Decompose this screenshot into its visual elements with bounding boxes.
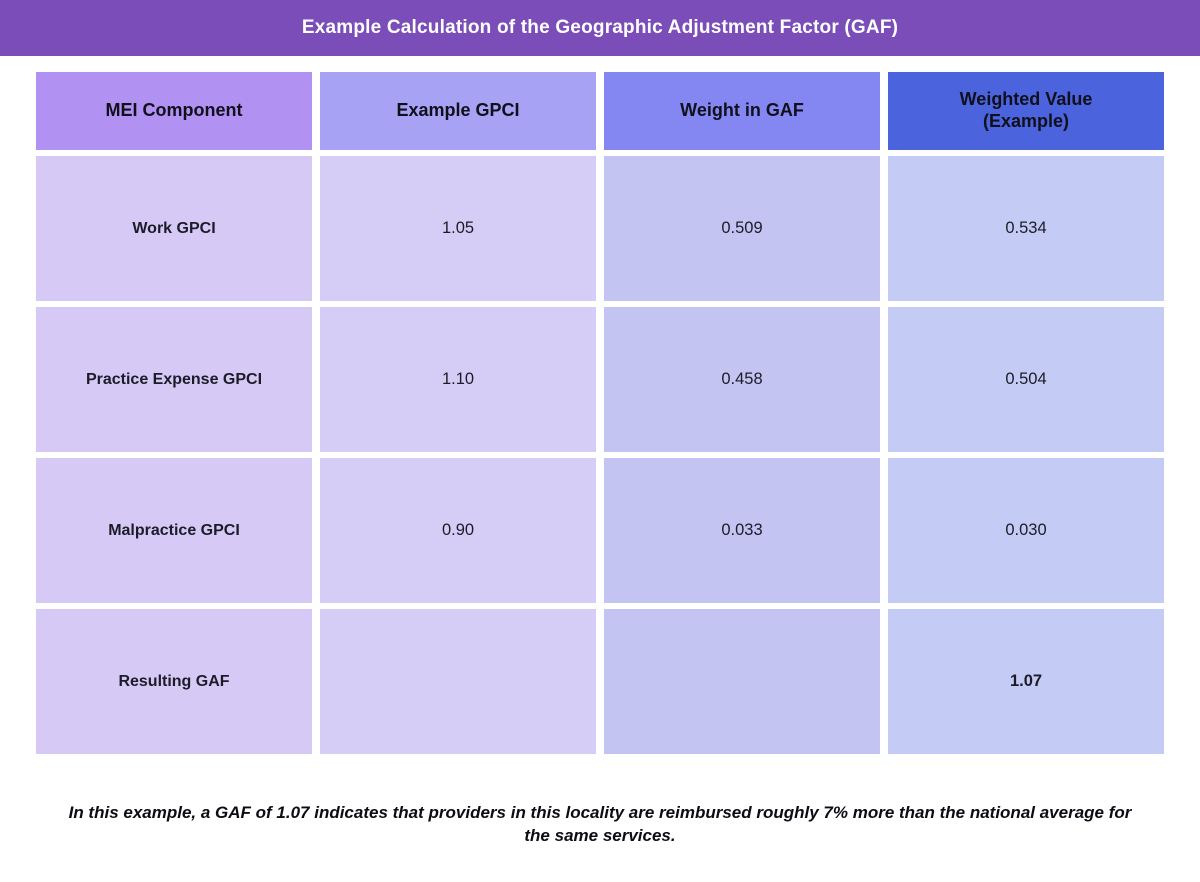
- column-header-weighted-value: Weighted Value (Example): [888, 72, 1164, 150]
- table-cell-gpci: 0.90: [320, 458, 596, 603]
- page-title: Example Calculation of the Geographic Ad…: [301, 17, 899, 38]
- table-cell-gpci-empty: [320, 609, 596, 754]
- table-cell-component: Malpractice GPCI: [36, 458, 312, 603]
- table-cell-gpci: 1.10: [320, 307, 596, 452]
- title-bar: Example Calculation of the Geographic Ad…: [0, 0, 1200, 56]
- table-cell-component: Resulting GAF: [36, 609, 312, 754]
- table-cell-weight-empty: [604, 609, 880, 754]
- table-cell-weighted: 0.504: [888, 307, 1164, 452]
- table-cell-resulting-gaf-value: 1.07: [888, 609, 1164, 754]
- table-cell-weight: 0.458: [604, 307, 880, 452]
- table-cell-component: Practice Expense GPCI: [36, 307, 312, 452]
- table-cell-weight: 0.509: [604, 156, 880, 301]
- column-header-mei-component: MEI Component: [36, 72, 312, 150]
- column-header-example-gpci: Example GPCI: [320, 72, 596, 150]
- table-cell-weighted: 0.534: [888, 156, 1164, 301]
- table-cell-component: Work GPCI: [36, 156, 312, 301]
- column-header-weight-in-gaf: Weight in GAF: [604, 72, 880, 150]
- table-cell-weight: 0.033: [604, 458, 880, 603]
- table-cell-gpci: 1.05: [320, 156, 596, 301]
- table-cell-weighted: 0.030: [888, 458, 1164, 603]
- footnote: In this example, a GAF of 1.07 indicates…: [68, 803, 1132, 845]
- gaf-table: MEI Component Example GPCI Weight in GAF…: [36, 72, 1164, 754]
